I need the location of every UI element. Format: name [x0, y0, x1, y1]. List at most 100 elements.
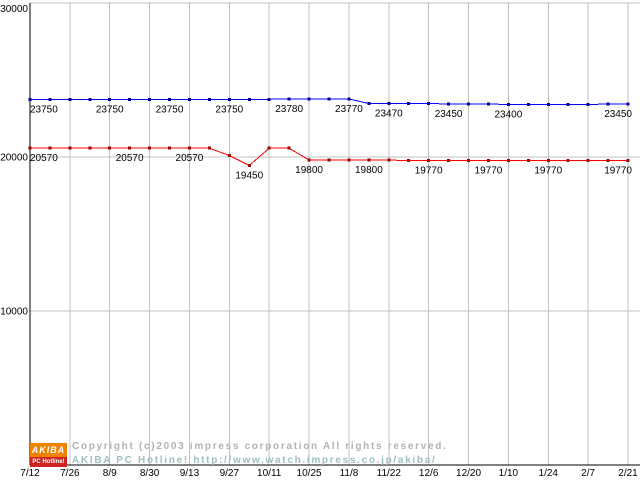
red-series-marker — [108, 146, 112, 150]
red-series-marker — [307, 158, 311, 162]
red-series-value-label: 20570 — [116, 153, 144, 164]
akiba-logo-top: AKIBA — [30, 443, 67, 457]
x-axis-tick-label: 8/30 — [140, 468, 160, 479]
blue-series-marker — [546, 103, 550, 107]
blue-series-marker — [367, 102, 371, 106]
red-series-marker — [407, 159, 411, 162]
x-axis-tick-label: 9/27 — [220, 468, 240, 479]
akiba-logo-bottom: PC Hotline! — [30, 457, 67, 467]
x-axis-tick-label: 7/26 — [60, 468, 80, 479]
red-series-marker — [128, 146, 132, 150]
blue-series-marker — [407, 102, 411, 106]
blue-series-value-label: 23400 — [494, 110, 522, 121]
blue-series-marker — [467, 102, 470, 106]
x-axis-tick-label: 7/12 — [20, 468, 40, 479]
red-series-value-label: 19770 — [475, 166, 503, 177]
y-axis-tick-label: 10000 — [0, 307, 28, 318]
blue-series-marker — [168, 97, 171, 101]
blue-series-marker — [68, 97, 72, 101]
blue-series-marker — [526, 103, 530, 107]
blue-series-value-label: 23750 — [215, 104, 243, 115]
copyright-line: Copyright (c)2003 impress corporation Al… — [72, 441, 448, 452]
y-axis-tick-label: 20000 — [0, 153, 28, 164]
blue-series-marker — [347, 97, 351, 101]
red-series-marker — [487, 159, 490, 162]
blue-series-marker — [108, 97, 112, 101]
blue-series-marker — [487, 102, 490, 106]
red-series-marker — [447, 159, 451, 162]
red-series-marker — [347, 158, 351, 162]
red-series-marker — [506, 159, 510, 162]
red-series-marker — [606, 159, 610, 162]
blue-series-value-label: 23770 — [335, 104, 363, 115]
x-axis-tick-label: 8/9 — [103, 468, 117, 479]
site-url-line: AKIBA PC Hotline! http://www.watch.impre… — [72, 455, 437, 466]
blue-series-marker — [267, 97, 271, 101]
red-series-marker — [247, 164, 251, 167]
x-axis-tick-label: 12/20 — [456, 468, 481, 479]
red-series-marker — [546, 159, 550, 162]
akiba-logo: AKIBA PC Hotline! — [30, 443, 67, 467]
blue-series-value-label: 23470 — [375, 109, 403, 120]
blue-series-marker — [88, 97, 92, 101]
red-series-value-label: 19770 — [415, 166, 443, 177]
red-series-value-label: 20570 — [176, 153, 204, 164]
blue-series-marker — [188, 97, 191, 101]
blue-series-marker — [427, 102, 431, 106]
blue-series-marker — [148, 97, 152, 101]
red-series-marker — [207, 146, 211, 150]
x-axis-tick-label: 9/13 — [180, 468, 200, 479]
red-series-value-label: 20570 — [30, 153, 58, 164]
red-series-value-label: 19770 — [534, 166, 562, 177]
red-series-marker — [88, 146, 92, 150]
blue-series-marker — [506, 103, 510, 107]
blue-series-marker — [586, 103, 590, 107]
blue-series-marker — [48, 97, 52, 101]
red-series-marker — [28, 146, 32, 150]
red-series-marker — [188, 146, 191, 150]
blue-series-marker — [566, 103, 570, 107]
blue-series-value-label: 23450 — [604, 109, 632, 120]
copyright-block: Copyright (c)2003 impress corporation Al… — [72, 441, 448, 467]
x-axis-tick-label: 1/24 — [539, 468, 559, 479]
red-series-marker — [626, 159, 630, 162]
blue-series-marker — [387, 102, 391, 106]
red-series-value-label: 19770 — [604, 166, 632, 177]
red-series-value-label: 19800 — [355, 165, 383, 176]
red-series-marker — [586, 159, 590, 162]
watermark: AKIBA PC Hotline! Copyright (c)2003 impr… — [30, 441, 448, 467]
blue-series-marker — [247, 97, 251, 101]
x-axis-tick-label: 2/7 — [581, 468, 595, 479]
x-axis-tick-label: 1/10 — [499, 468, 519, 479]
x-axis-tick-label: 2/21 — [618, 468, 638, 479]
blue-series-value-label: 23750 — [156, 104, 184, 115]
red-series-marker — [566, 159, 570, 162]
red-series-marker — [327, 158, 331, 162]
red-series-marker — [427, 159, 431, 162]
red-series-marker — [168, 146, 171, 150]
blue-series-marker — [606, 102, 610, 106]
blue-series-marker — [28, 97, 32, 101]
blue-series-marker — [128, 97, 132, 101]
blue-series-marker — [227, 97, 231, 101]
red-series-marker — [227, 154, 231, 157]
x-axis-tick-label: 10/25 — [297, 468, 322, 479]
red-series-value-label: 19800 — [295, 165, 323, 176]
red-series-marker — [267, 146, 271, 150]
x-axis-tick-label: 11/22 — [377, 468, 402, 479]
blue-series-marker — [287, 97, 291, 101]
red-series-marker — [387, 158, 391, 162]
red-series-marker — [367, 158, 371, 162]
x-axis-tick-label: 12/6 — [419, 468, 439, 479]
y-axis-tick-label: 30000 — [0, 4, 28, 15]
x-axis-tick-label: 10/11 — [257, 468, 282, 479]
x-axis-tick-label: 11/8 — [340, 468, 359, 479]
blue-series-marker — [307, 97, 311, 101]
blue-series-marker — [327, 97, 331, 101]
red-series-value-label: 19450 — [235, 171, 263, 182]
blue-series-value-label: 23780 — [275, 104, 303, 115]
blue-series-value-label: 23750 — [30, 104, 58, 115]
blue-series-marker — [447, 102, 451, 106]
red-series-marker — [287, 146, 291, 150]
